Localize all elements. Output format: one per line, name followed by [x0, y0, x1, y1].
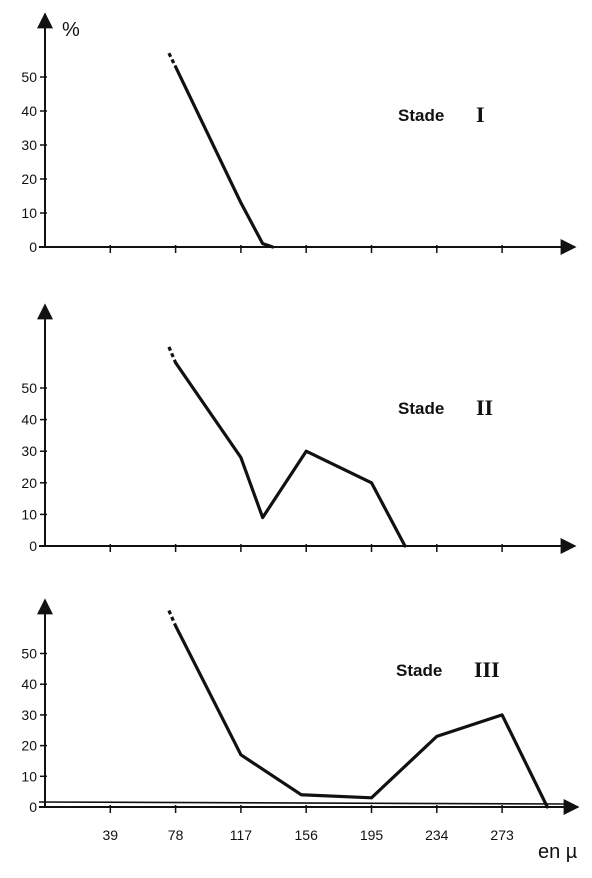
stage-label: Stade — [398, 399, 444, 418]
x-tick-label: 195 — [360, 827, 384, 843]
x-tick-label: 234 — [425, 827, 449, 843]
x-unit-label: en µ — [538, 841, 578, 863]
series-line — [174, 624, 549, 809]
x-tick-label: 156 — [295, 827, 319, 843]
x-tick-label: 39 — [103, 827, 119, 843]
y-axis-ticks: 0 10 20 30 40 50 — [21, 69, 47, 255]
y-tick-label: 20 — [21, 475, 37, 491]
y-tick-label: 20 — [21, 171, 37, 187]
stage-numeral: II — [476, 395, 493, 420]
x-tick-label: 117 — [230, 827, 253, 843]
y-tick-label: 50 — [21, 69, 37, 85]
y-unit-label: % — [62, 19, 80, 41]
y-tick-label: 30 — [21, 707, 37, 723]
y-tick-label: 20 — [21, 738, 37, 754]
series-line — [174, 65, 275, 249]
stage-label: Stade — [396, 661, 442, 680]
y-axis-ticks: 0 10 20 30 40 50 — [21, 380, 47, 554]
y-axis-ticks: 0 10 20 30 40 50 — [21, 646, 47, 815]
stage-numeral: III — [474, 657, 500, 682]
x-axis-baseline — [38, 801, 569, 805]
chart-panel-stade-1: % 0 10 20 30 40 50 Stade I — [21, 12, 577, 255]
series-line — [174, 361, 407, 548]
y-tick-label: 30 — [21, 443, 37, 459]
x-tick-label: 78 — [168, 827, 184, 843]
plot-area — [37, 598, 580, 815]
plot-area — [37, 303, 577, 554]
x-axis-ticks: 39 78 117 156 195 234 273 — [103, 805, 514, 843]
y-tick-label: 10 — [21, 768, 37, 784]
y-tick-label: 40 — [21, 103, 37, 119]
stage-numeral: I — [476, 102, 485, 127]
y-tick-label: 0 — [29, 239, 37, 255]
series-line-dashed-start — [167, 346, 178, 364]
y-tick-label: 10 — [21, 205, 37, 221]
series-line-dashed-start — [167, 52, 178, 68]
stage-label: Stade — [398, 106, 444, 125]
chart-panel-stade-2: 0 10 20 30 40 50 Stade II — [21, 303, 577, 554]
y-tick-label: 0 — [29, 538, 37, 554]
y-tick-label: 40 — [21, 412, 37, 428]
series-line-dashed-start — [167, 609, 178, 627]
plot-area — [37, 12, 577, 255]
y-tick-label: 30 — [21, 137, 37, 153]
y-tick-label: 40 — [21, 676, 37, 692]
y-tick-label: 50 — [21, 380, 37, 396]
y-tick-label: 0 — [29, 799, 37, 815]
y-tick-label: 50 — [21, 646, 37, 662]
chart-panel-stade-3: 0 10 20 30 40 50 39 78 117 156 195 234 273 Stade II… — [21, 598, 580, 863]
x-tick-label: 273 — [490, 827, 514, 843]
y-tick-label: 10 — [21, 506, 37, 522]
